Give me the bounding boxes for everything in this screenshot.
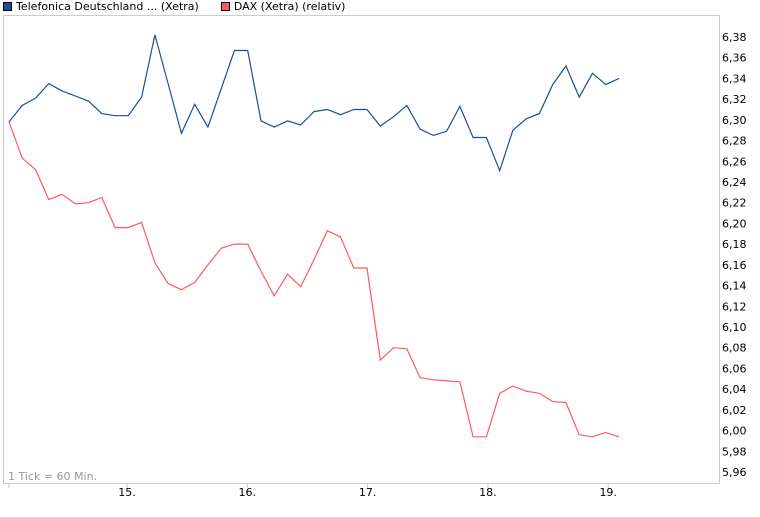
plot-area-border bbox=[3, 15, 720, 484]
y-tick-label: 6,00 bbox=[722, 425, 747, 438]
x-tick-label: 18. bbox=[479, 486, 497, 499]
legend: Telefonica Deutschland ... (Xetra) DAX (… bbox=[3, 0, 367, 13]
x-tick-label: 16. bbox=[239, 486, 257, 499]
y-tick-label: 6,20 bbox=[722, 217, 747, 230]
y-tick-label: 6,14 bbox=[722, 280, 747, 293]
y-tick-label: 6,28 bbox=[722, 135, 747, 148]
y-tick-label: 6,24 bbox=[722, 176, 747, 189]
y-tick-label: 6,12 bbox=[722, 300, 747, 313]
x-tick-label: 19. bbox=[599, 486, 617, 499]
y-tick-label: 6,34 bbox=[722, 72, 747, 85]
y-tick-label: 6,36 bbox=[722, 52, 747, 65]
tick-interval-note: 1 Tick = 60 Min. bbox=[8, 470, 97, 483]
y-tick-label: 6,26 bbox=[722, 155, 747, 168]
y-tick-label: 5,96 bbox=[722, 466, 747, 479]
legend-swatch-telefonica bbox=[3, 2, 12, 11]
y-tick-label: 6,38 bbox=[722, 31, 747, 44]
y-tick-label: 6,02 bbox=[722, 404, 747, 417]
y-tick-label: 6,22 bbox=[722, 197, 747, 210]
legend-item-dax: DAX (Xetra) (relativ) bbox=[220, 0, 346, 13]
y-tick-label: 6,06 bbox=[722, 362, 747, 375]
y-tick-label: 6,32 bbox=[722, 93, 747, 106]
x-tick-label: 17. bbox=[359, 486, 377, 499]
y-tick-label: 6,10 bbox=[722, 321, 747, 334]
y-tick-label: 6,16 bbox=[722, 259, 747, 272]
legend-label-telefonica: Telefonica Deutschland ... (Xetra) bbox=[16, 0, 199, 13]
y-tick-label: 6,08 bbox=[722, 342, 747, 355]
series-line-dax bbox=[8, 121, 620, 438]
series-line-telefonica bbox=[8, 34, 620, 173]
y-tick-label: 6,04 bbox=[722, 383, 747, 396]
x-tick-label: 15. bbox=[118, 486, 136, 499]
legend-label-dax: DAX (Xetra) (relativ) bbox=[233, 0, 346, 13]
y-tick-label: 5,98 bbox=[722, 445, 747, 458]
legend-item-telefonica: Telefonica Deutschland ... (Xetra) bbox=[3, 0, 199, 13]
y-tick-label: 6,18 bbox=[722, 238, 747, 251]
legend-swatch-dax bbox=[220, 2, 230, 11]
y-tick-label: 6,30 bbox=[722, 114, 747, 127]
